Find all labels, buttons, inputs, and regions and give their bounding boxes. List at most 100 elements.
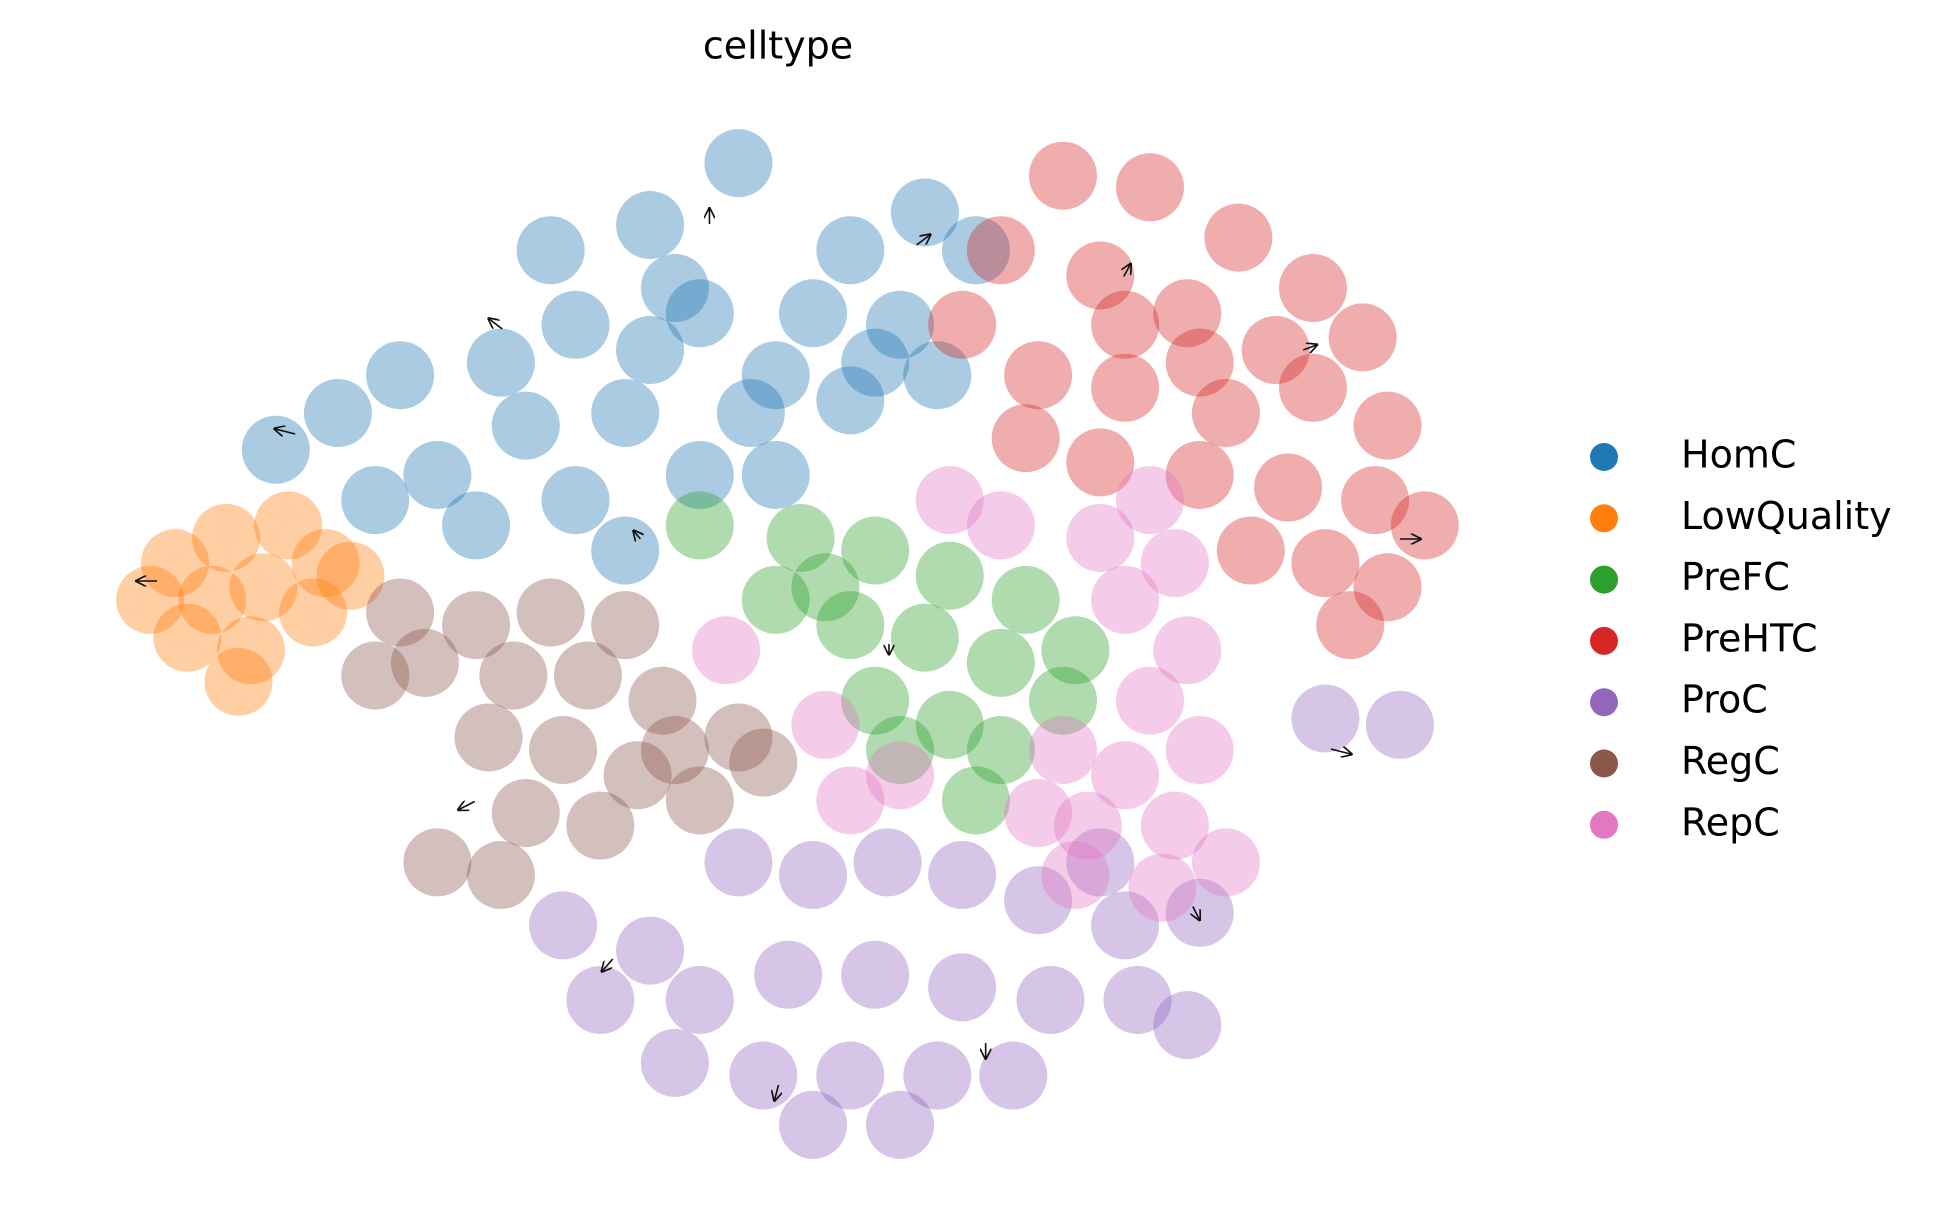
legend-label: LowQuality — [1681, 494, 1892, 538]
point — [491, 779, 560, 848]
point — [1191, 828, 1260, 897]
legend-label: PreHTC — [1681, 616, 1818, 660]
point — [866, 1090, 935, 1159]
point — [841, 666, 910, 735]
point — [1191, 379, 1260, 447]
point — [491, 391, 560, 460]
legend-label: RegC — [1681, 739, 1780, 783]
point — [516, 578, 585, 647]
point — [890, 178, 959, 247]
point — [890, 603, 959, 672]
chart-title: celltype — [703, 24, 853, 68]
point — [1140, 529, 1209, 598]
point — [390, 628, 459, 697]
point — [1128, 853, 1197, 922]
velocity-arrow — [774, 1084, 778, 1101]
point — [591, 591, 660, 660]
point — [991, 404, 1060, 473]
point — [628, 666, 697, 735]
point — [966, 628, 1035, 697]
point — [529, 891, 598, 960]
point — [1016, 965, 1085, 1034]
point — [1254, 453, 1323, 522]
point — [915, 466, 984, 535]
point — [741, 341, 810, 410]
legend-marker — [1590, 810, 1618, 839]
point — [1004, 779, 1073, 848]
point — [1091, 565, 1160, 634]
point — [279, 578, 348, 647]
point — [816, 216, 885, 285]
point — [741, 565, 810, 634]
velocity-arrow — [1330, 749, 1352, 754]
point — [941, 766, 1010, 835]
point — [729, 1041, 798, 1110]
velocity-arrow — [1193, 906, 1200, 921]
point — [1091, 891, 1160, 960]
point — [841, 328, 910, 397]
point — [216, 616, 285, 685]
point — [779, 1090, 848, 1159]
point — [616, 916, 685, 985]
point — [616, 316, 685, 384]
point — [1140, 791, 1209, 860]
point — [1390, 491, 1459, 560]
point — [1066, 503, 1135, 572]
point — [254, 491, 323, 560]
point — [729, 728, 798, 797]
point — [366, 341, 435, 410]
point — [366, 578, 435, 647]
point — [1041, 616, 1110, 685]
legend-marker — [1590, 688, 1618, 717]
point — [192, 503, 261, 572]
point — [966, 216, 1035, 285]
point — [941, 216, 1010, 285]
point — [665, 965, 734, 1034]
point — [928, 953, 997, 1022]
point — [153, 603, 222, 672]
point — [1041, 841, 1110, 909]
point — [566, 791, 635, 860]
point — [1103, 965, 1172, 1034]
legend-label: RepC — [1681, 800, 1780, 844]
point — [1115, 666, 1184, 735]
point — [866, 716, 935, 785]
point — [704, 828, 773, 897]
point — [1115, 153, 1184, 222]
point — [640, 254, 709, 323]
point — [291, 529, 360, 598]
point — [928, 290, 997, 359]
velocity-arrow — [488, 319, 503, 330]
point — [442, 591, 511, 660]
point — [816, 766, 885, 835]
point — [341, 641, 410, 710]
point — [1341, 466, 1410, 535]
point — [403, 828, 472, 897]
point — [1353, 391, 1422, 460]
point — [966, 491, 1035, 560]
point — [341, 466, 410, 535]
velocity-arrow — [602, 958, 614, 972]
legend-marker — [1590, 749, 1618, 778]
point — [866, 741, 935, 810]
point — [1028, 141, 1097, 210]
point — [1204, 203, 1273, 272]
velocity-arrow — [633, 531, 640, 539]
point — [141, 529, 210, 598]
point — [1165, 328, 1234, 397]
point — [853, 828, 922, 897]
point — [1328, 303, 1397, 372]
legend-marker — [1590, 626, 1618, 655]
point — [716, 379, 785, 447]
point — [1004, 866, 1073, 935]
point — [1165, 440, 1234, 509]
point — [665, 766, 734, 835]
point — [466, 328, 535, 397]
legend-label: HomC — [1681, 433, 1796, 477]
point — [466, 841, 535, 909]
point — [816, 1041, 885, 1110]
point — [1091, 741, 1160, 810]
point — [1004, 341, 1073, 410]
point — [116, 565, 185, 634]
point — [791, 553, 860, 622]
